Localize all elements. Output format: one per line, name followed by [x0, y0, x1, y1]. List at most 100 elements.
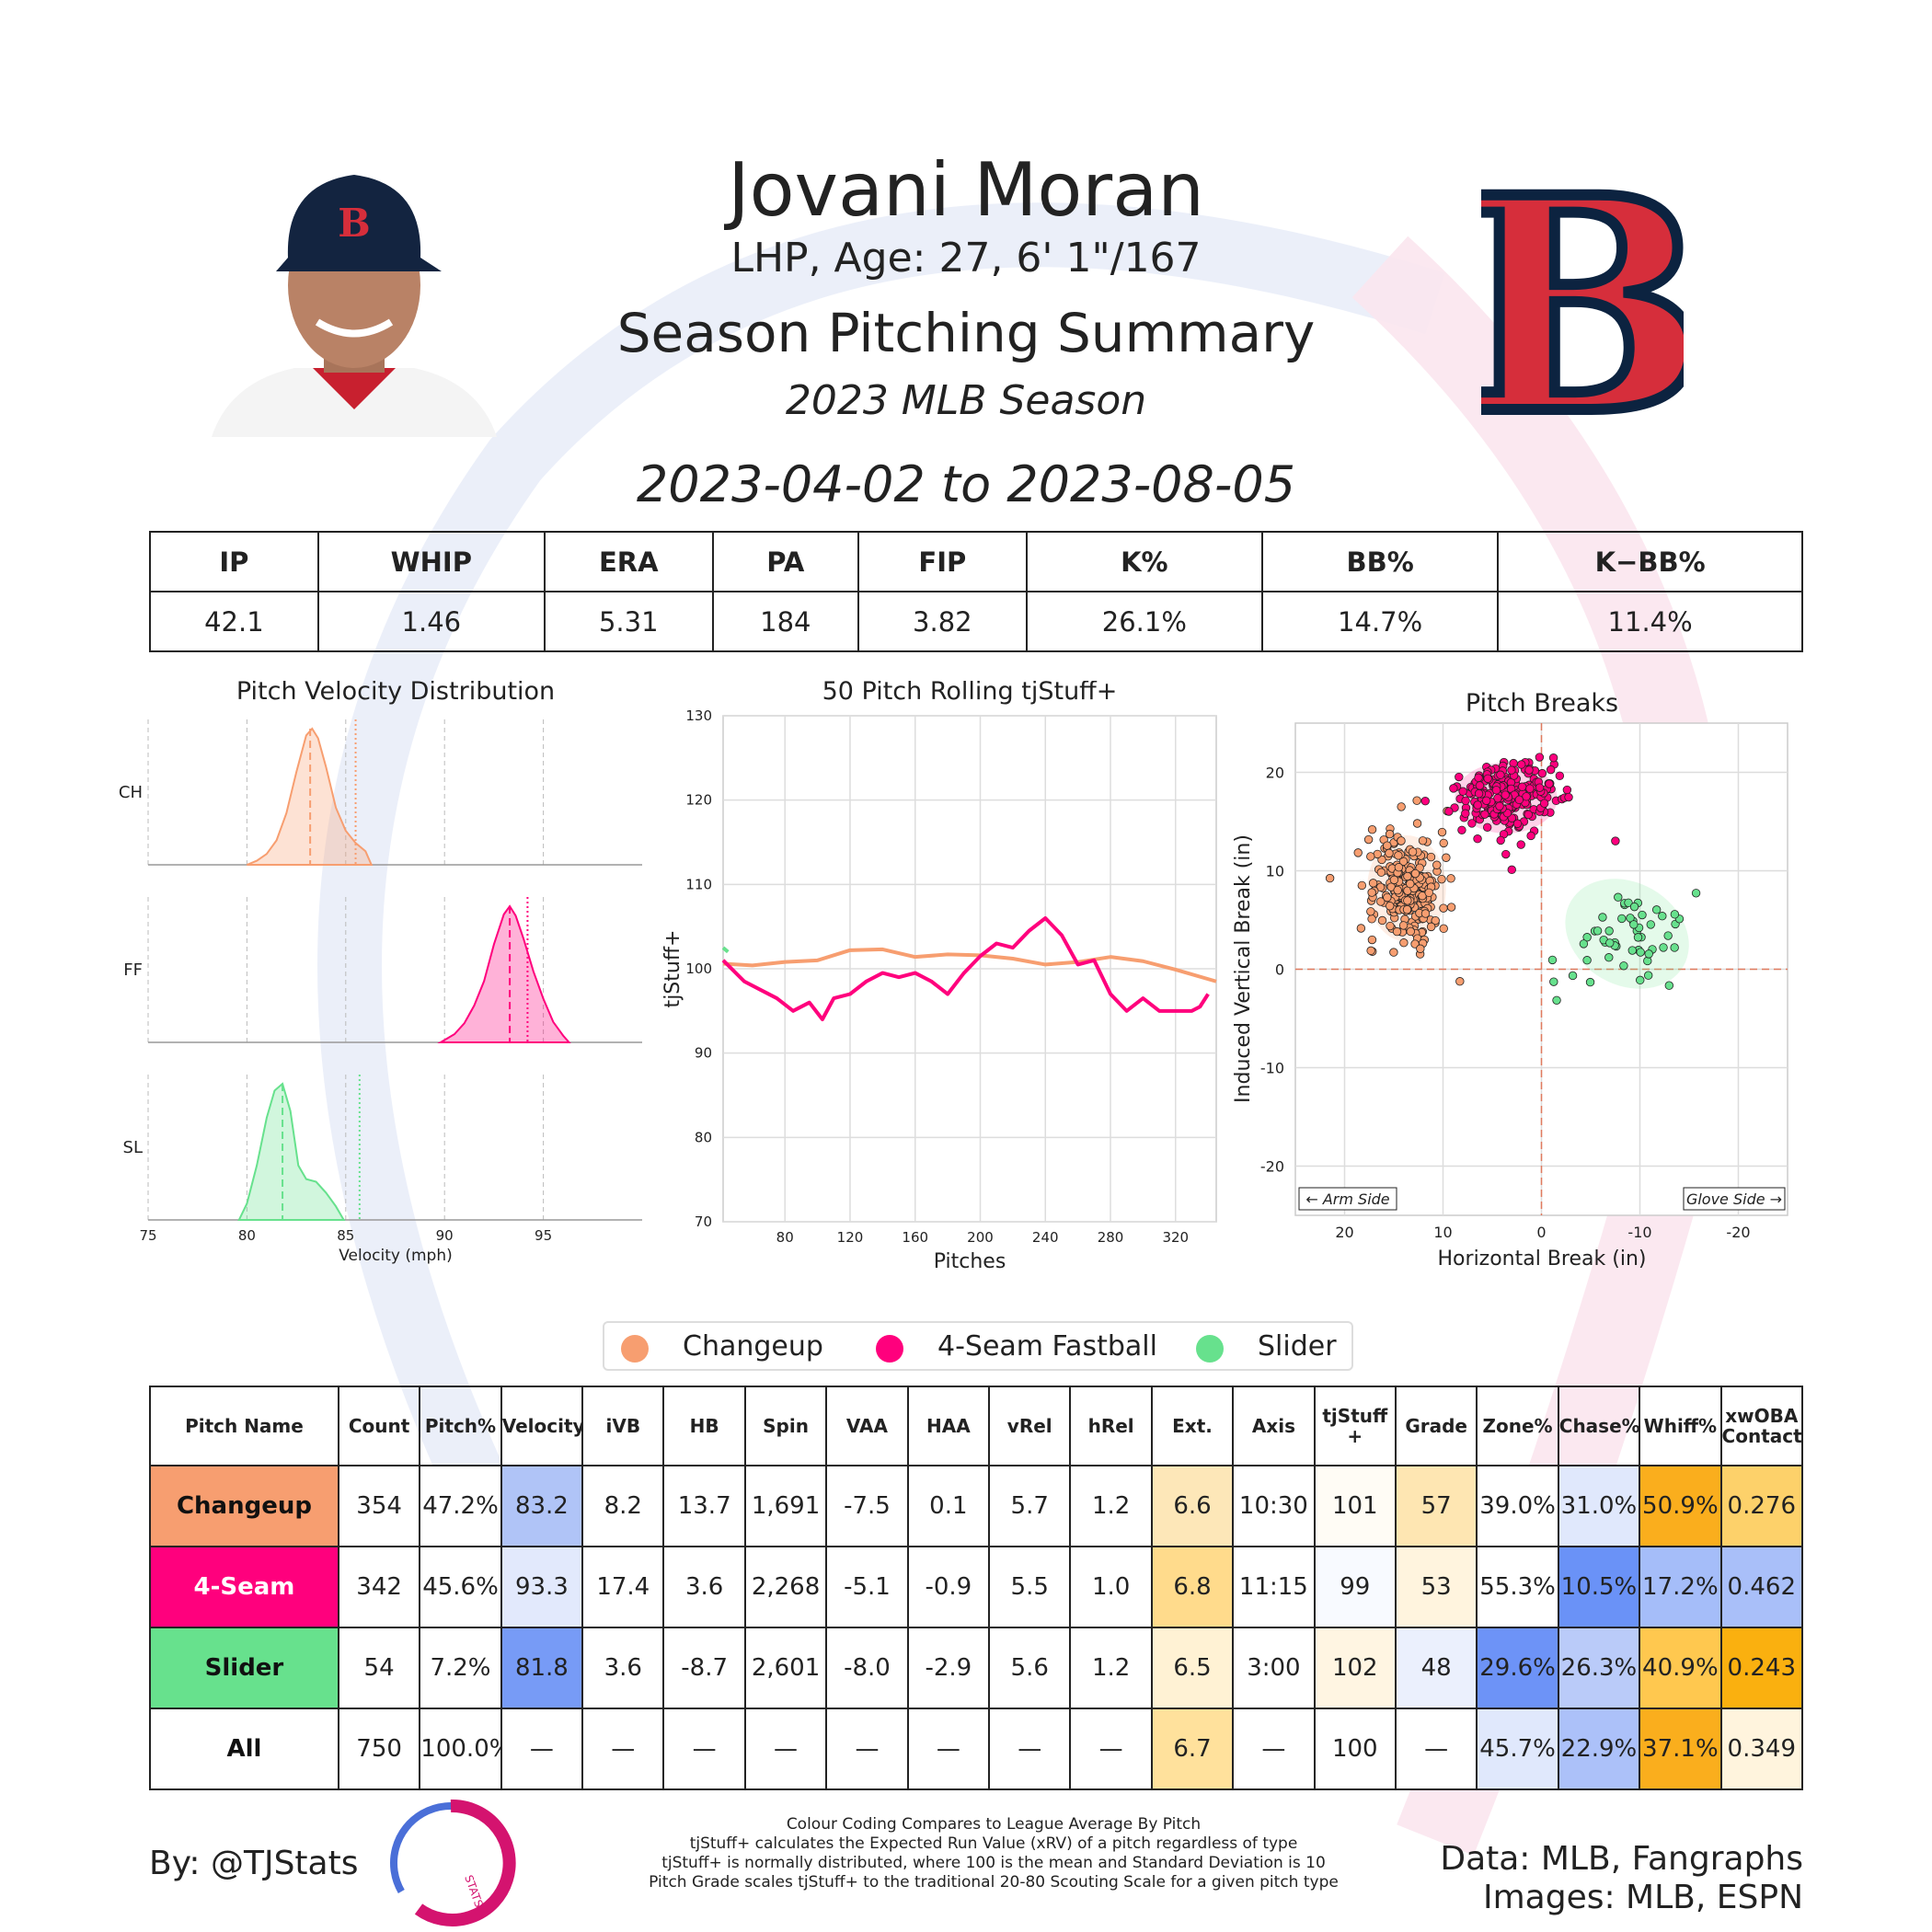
pitch-point — [1473, 834, 1482, 844]
pitch-point — [1636, 975, 1645, 985]
pitch-point — [1385, 848, 1394, 858]
pitch-point — [1397, 802, 1406, 811]
pitch-point — [1524, 765, 1534, 775]
table-cell: 81.8 — [500, 1627, 584, 1709]
pitch-point — [1392, 926, 1402, 937]
pitch-point — [1474, 788, 1484, 799]
x-tick-label: -10 — [1627, 1224, 1651, 1241]
pitch-name-cell: Slider — [149, 1627, 339, 1709]
table-cell: 10:30 — [1232, 1465, 1316, 1547]
table-cell: -2.9 — [906, 1627, 991, 1709]
y-tick-label: -20 — [1260, 1158, 1284, 1176]
svg-text:B: B — [338, 201, 371, 246]
pitch-point — [1461, 809, 1470, 818]
pitch-point — [1562, 785, 1572, 795]
pitch-point — [1582, 956, 1592, 965]
legend-label: 4-Seam Fastball — [937, 1330, 1157, 1363]
tjstats-logo-icon: STATS — [390, 1799, 516, 1926]
table-cell: — — [825, 1708, 909, 1790]
table-cell: 55.3% — [1476, 1546, 1559, 1628]
pitch-point — [1663, 931, 1673, 940]
pitch-label: SL — [123, 1138, 143, 1157]
pitch-point — [1420, 909, 1431, 918]
x-tick-label: 0 — [1536, 1224, 1546, 1241]
stat-header: WHIP — [316, 531, 546, 592]
table-cell: 1.0 — [1069, 1546, 1153, 1628]
pitch-point — [1475, 781, 1485, 790]
table-cell: -7.5 — [825, 1465, 909, 1547]
pitch-point — [1514, 795, 1524, 805]
pitch-point — [1437, 874, 1446, 884]
pitch-point — [1646, 920, 1655, 929]
pitch-point — [1643, 971, 1653, 980]
pitch-point — [1458, 787, 1467, 796]
pitch-point — [1426, 852, 1436, 862]
pitch-point — [1402, 904, 1412, 914]
table-cell: 13.7 — [662, 1465, 746, 1547]
stat-header: K% — [1025, 531, 1263, 592]
pitch-point — [1399, 938, 1409, 948]
pitch-point — [1522, 792, 1531, 801]
pitch-point — [1564, 792, 1573, 802]
pitch-point — [1473, 800, 1482, 810]
pitch-point — [1633, 933, 1643, 942]
table-cell: -8.0 — [825, 1627, 909, 1709]
pitch-point — [1418, 836, 1428, 845]
table-cell: — — [988, 1708, 1072, 1790]
pitch-name-cell: Changeup — [149, 1465, 339, 1547]
density-area-ch — [247, 727, 374, 866]
pitch-point — [1386, 921, 1395, 931]
table-cell: 17.2% — [1639, 1546, 1722, 1628]
table-cell: -5.1 — [825, 1546, 909, 1628]
table-cell: -8.7 — [662, 1627, 746, 1709]
pitch-point — [1449, 784, 1458, 793]
y-tick-label: 100 — [685, 960, 712, 977]
pitch-point — [1480, 810, 1489, 819]
logo-text: STATS — [462, 1873, 486, 1909]
table-cell: 7.2% — [419, 1627, 502, 1709]
pitch-point — [1393, 885, 1402, 895]
pitch-point — [1356, 924, 1366, 933]
pitch-point — [1495, 801, 1504, 811]
svg-text:B: B — [1481, 147, 1684, 442]
pitch-table-header-row: Pitch Name Count Pitch% Velocity iVB HB Spin VA… — [149, 1386, 1804, 1466]
pitch-point — [1624, 898, 1633, 908]
x-tick-label: 320 — [1162, 1229, 1189, 1246]
y-tick-label: 20 — [1266, 765, 1284, 782]
pitch-point — [1368, 879, 1378, 888]
table-cell: — — [1394, 1708, 1478, 1790]
image-source: Images: MLB, ESPN — [1482, 1879, 1803, 1916]
table-cell: 342 — [337, 1546, 421, 1628]
rolling-line-1 — [721, 916, 1210, 1021]
table-cell: 100 — [1313, 1708, 1397, 1790]
pitch-point — [1483, 774, 1492, 783]
table-cell: 102 — [1313, 1627, 1397, 1709]
pitch-point — [1604, 926, 1614, 936]
pitch-point — [1353, 848, 1363, 857]
pitch-point — [1664, 981, 1674, 990]
pitch-point — [1406, 926, 1415, 937]
pitch-point — [1389, 948, 1398, 957]
y-tick-label: 130 — [685, 707, 712, 724]
arm-side-box — [1298, 1187, 1397, 1211]
stats-header-row: IP WHIP ERA PA FIP K% BB% K−BB% — [149, 531, 1803, 592]
pitch-point — [1439, 924, 1448, 934]
x-tick-label: 85 — [337, 1227, 354, 1244]
chart-title: 50 Pitch Rolling tjStuff+ — [822, 681, 1118, 706]
table-cell: 0.1 — [906, 1465, 991, 1547]
table-cell: 53 — [1394, 1546, 1478, 1628]
pitch-point — [1446, 903, 1456, 912]
pitch-point — [1659, 943, 1668, 952]
pitch-table-header: hRel — [1069, 1386, 1153, 1466]
arm-side-label: ← Arm Side — [1305, 1190, 1389, 1208]
pitch-table-header: Chase% — [1557, 1386, 1641, 1466]
footnote: tjStuff+ calculates the Expected Run Val… — [689, 1834, 1298, 1853]
footnote: Colour Coding Compares to League Average… — [786, 1815, 1202, 1834]
stat-value: 11.4% — [1497, 591, 1803, 652]
table-cell: 1.2 — [1069, 1627, 1153, 1709]
pitch-point — [1643, 956, 1652, 966]
table-cell: 22.9% — [1557, 1708, 1641, 1790]
table-cell: 1,691 — [743, 1465, 828, 1547]
pitch-point — [1376, 868, 1386, 877]
pitch-point — [1376, 897, 1386, 906]
